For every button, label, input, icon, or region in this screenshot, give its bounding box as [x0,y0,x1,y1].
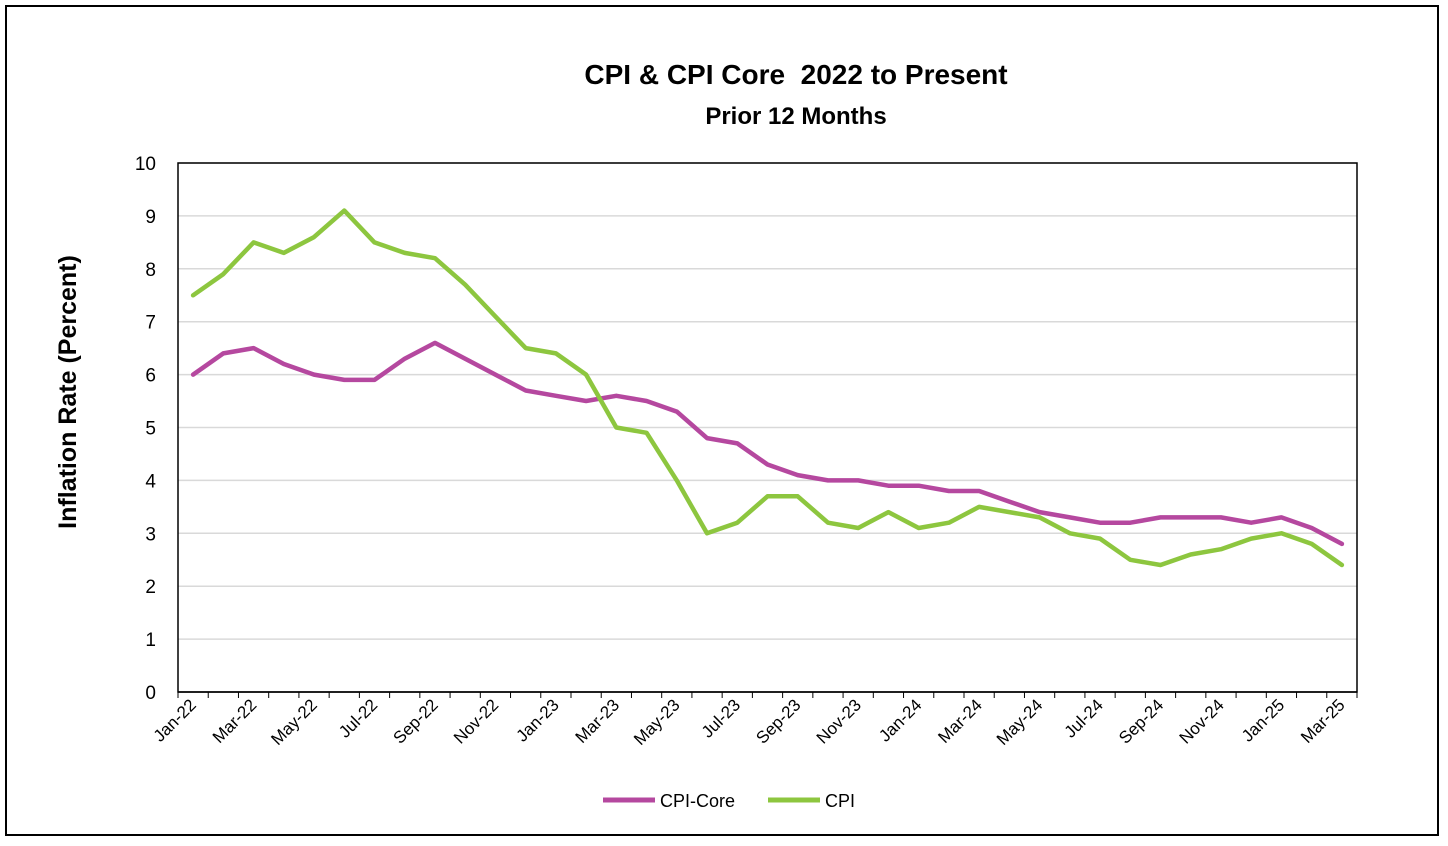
x-tick-label: Mar-25 [1297,695,1349,747]
series-lines [190,208,1345,568]
chart-title: CPI & CPI Core 2022 to Present [584,59,1007,90]
y-tick-label: 4 [145,471,156,492]
x-tick-label: Jan-23 [513,695,563,745]
series-line-cpi-core [190,340,1345,547]
y-tick-label: 10 [135,154,156,175]
x-tick-label: Jul-24 [1061,695,1107,741]
x-tick-label: May-23 [630,695,684,749]
y-tick-label: 0 [145,683,156,704]
x-tick-label: Jan-24 [875,695,925,745]
x-tick-label: Nov-24 [1176,695,1228,747]
y-axis-label: Inflation Rate (Percent) [54,255,82,529]
x-tick-label: Nov-23 [813,695,865,747]
x-tick-label: Mar-24 [934,695,986,747]
chart-subtitle: Prior 12 Months [705,103,886,130]
x-tick-label: Sep-23 [752,695,804,747]
legend-label-cpi: CPI [825,791,855,811]
x-tick-label: Sep-22 [390,695,442,747]
x-tick-label: Nov-22 [450,695,502,747]
y-tick-label: 9 [145,207,156,228]
y-tick-labels: 0 1 2 3 4 5 6 7 8 9 10 [135,154,157,704]
y-tick-label: 8 [145,260,156,281]
y-tick-label: 3 [145,524,156,545]
y-tick-label: 6 [145,366,156,387]
x-tick-label: Mar-22 [209,695,261,747]
y-tick-label: 2 [145,577,156,598]
x-tick-label: Jan-22 [150,695,200,745]
x-axis: Jan-22 Mar-22 May-22 Jul-22 Sep-22 Nov-22 Jan-… [150,691,1358,749]
x-tick-label: May-24 [993,695,1047,749]
x-tick-label: Jul-22 [335,695,381,741]
y-tick-label: 7 [145,313,156,334]
x-tick-label: Mar-23 [572,695,624,747]
y-tick-label: 1 [145,630,156,651]
series-line-cpi [190,208,1345,568]
legend: CPI-Core CPI [603,791,855,811]
gridlines [177,162,1358,693]
x-tick-label: May-22 [267,695,321,749]
y-tick-label: 5 [145,419,156,440]
x-tick-label: Jul-23 [698,695,744,741]
legend-label-cpi-core: CPI-Core [660,791,735,811]
x-tick-label: Sep-24 [1115,695,1167,747]
x-tick-label: Jan-25 [1238,695,1288,745]
